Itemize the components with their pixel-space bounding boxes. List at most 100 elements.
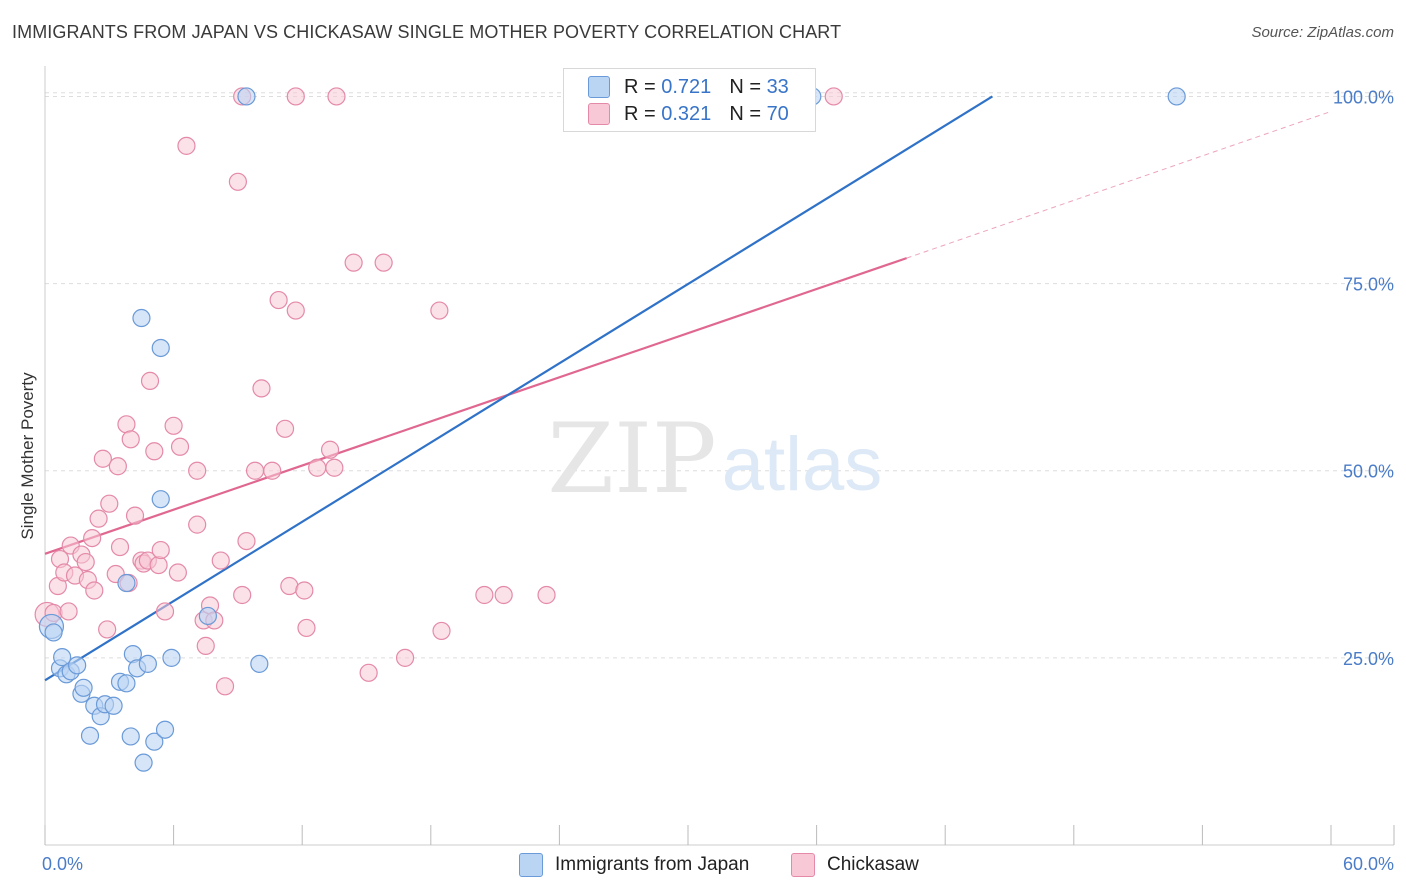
watermark-atlas: atlas xyxy=(722,422,883,507)
tick-label-layer: 25.0% 50.0% 75.0% 100.0% 0.0% 60.0% xyxy=(42,87,1394,874)
point-japan-8 xyxy=(74,678,93,697)
trend-line-chickasaw-extension xyxy=(906,110,1332,259)
point-japan-13 xyxy=(104,696,123,715)
legend-n-value-chickasaw: 70 xyxy=(766,102,789,125)
point-chickasaw-50 xyxy=(269,290,288,310)
point-chickasaw-56 xyxy=(308,458,327,477)
point-japan-29 xyxy=(250,654,269,673)
point-chickasaw-13 xyxy=(89,509,108,528)
point-chickasaw-20 xyxy=(117,415,136,434)
axis-layer xyxy=(44,66,1395,846)
point-chickasaw-57 xyxy=(320,440,340,459)
point-chickasaw-34 xyxy=(170,437,190,456)
point-japan-19 xyxy=(134,753,153,772)
point-chickasaw-15 xyxy=(98,620,117,639)
correlation-legend: R = 0.721 N = 33 R = 0.321 N = 70 xyxy=(563,68,816,132)
point-japan-16 xyxy=(121,727,140,746)
point-chickasaw-32 xyxy=(164,416,183,435)
point-chickasaw-18 xyxy=(108,457,127,476)
bottom-legend-swatch-japan xyxy=(519,853,543,877)
legend-r-value-japan: 0.721 xyxy=(661,75,712,98)
point-chickasaw-36 xyxy=(188,461,207,480)
point-chickasaw-44 xyxy=(228,172,247,191)
bottom-legend-chickasaw: Chickasaw xyxy=(791,852,919,878)
legend-row-chickasaw: R = 0.321 N = 70 xyxy=(588,101,789,127)
x-tick-label-0: 0.0% xyxy=(42,854,83,874)
point-chickasaw-27 xyxy=(140,371,160,391)
point-japan-15 xyxy=(117,674,136,693)
point-chickasaw-43 xyxy=(215,677,235,696)
legend-r-label-japan: R = xyxy=(624,75,656,98)
point-chickasaw-45 xyxy=(233,585,252,605)
point-chickasaw-28 xyxy=(145,442,164,461)
point-japan-3 xyxy=(53,648,72,667)
bottom-legend-label-chickasaw: Chickasaw xyxy=(827,854,919,875)
point-japan-24 xyxy=(162,648,181,667)
point-chickasaw-46 xyxy=(237,531,256,551)
chart-title: IMMIGRANTS FROM JAPAN VS CHICKASAW SINGL… xyxy=(12,22,842,42)
point-japan-9 xyxy=(80,726,100,745)
point-chickasaw-39 xyxy=(196,636,215,655)
bottom-legend-japan: Immigrants from Japan xyxy=(519,852,749,878)
point-chickasaw-62 xyxy=(395,648,415,667)
point-japan-26 xyxy=(132,308,151,328)
legend-n-value-japan: 33 xyxy=(766,75,789,98)
point-chickasaw-42 xyxy=(211,551,230,570)
point-chickasaw-61 xyxy=(374,253,393,272)
point-japan-22 xyxy=(151,490,170,509)
point-chickasaw-70 xyxy=(327,87,346,106)
point-chickasaw-48 xyxy=(252,379,271,398)
point-chickasaw-51 xyxy=(275,419,295,438)
point-japan-20 xyxy=(138,654,157,673)
point-chickasaw-30 xyxy=(151,540,170,560)
point-chickasaw-9 xyxy=(76,552,95,572)
y-tick-label-0: 25.0% xyxy=(1343,649,1394,669)
point-japan-32 xyxy=(1167,87,1186,106)
point-chickasaw-65 xyxy=(475,585,494,605)
grid-layer xyxy=(45,92,1394,659)
point-chickasaw-60 xyxy=(359,663,378,682)
point-chickasaw-54 xyxy=(295,581,314,600)
point-chickasaw-35 xyxy=(177,136,196,155)
point-chickasaw-19 xyxy=(110,537,130,557)
point-chickasaw-29 xyxy=(149,555,168,575)
point-chickasaw-67 xyxy=(537,585,556,605)
point-chickasaw-66 xyxy=(494,585,513,605)
watermark: ZIP atlas xyxy=(547,403,882,515)
legend-n-label-japan: N = xyxy=(729,75,761,98)
point-chickasaw-22 xyxy=(121,430,140,449)
bottom-legend-swatch-chickasaw xyxy=(791,853,815,877)
point-chickasaw-49 xyxy=(263,461,282,480)
legend-r-value-chickasaw: 0.321 xyxy=(661,102,712,125)
points-layer xyxy=(34,87,1186,772)
point-chickasaw-69 xyxy=(286,87,305,106)
point-chickasaw-23 xyxy=(125,506,145,525)
point-chickasaw-64 xyxy=(432,621,451,641)
point-japan-30 xyxy=(237,87,256,106)
bottom-legend-label-japan: Immigrants from Japan xyxy=(555,854,750,875)
chart-source: Source: ZipAtlas.com xyxy=(1251,24,1394,41)
trend-line-japan xyxy=(44,95,993,682)
legend-row-japan: R = 0.721 N = 33 xyxy=(588,74,789,100)
point-chickasaw-5 xyxy=(59,602,78,621)
legend-swatch-chickasaw xyxy=(588,103,610,125)
point-chickasaw-12 xyxy=(85,581,104,600)
y-axis-label: Single Mother Poverty xyxy=(18,372,37,540)
point-japan-25 xyxy=(117,573,136,593)
point-japan-27 xyxy=(151,338,170,358)
point-japan-28 xyxy=(198,606,217,626)
point-japan-1 xyxy=(44,623,63,642)
point-chickasaw-31 xyxy=(155,602,175,621)
point-chickasaw-53 xyxy=(286,301,305,320)
legend-n-label-chickasaw: N = xyxy=(729,102,761,125)
point-chickasaw-52 xyxy=(280,576,299,596)
point-chickasaw-71 xyxy=(824,87,843,106)
point-chickasaw-11 xyxy=(83,528,102,548)
y-tick-label-3: 100.0% xyxy=(1333,87,1394,107)
point-chickasaw-33 xyxy=(168,563,187,582)
trend-line-chickasaw xyxy=(44,257,907,555)
point-chickasaw-47 xyxy=(245,461,265,480)
x-tick-label-1: 60.0% xyxy=(1343,854,1394,874)
point-japan-6 xyxy=(68,656,87,675)
y-tick-label-2: 75.0% xyxy=(1343,275,1394,295)
